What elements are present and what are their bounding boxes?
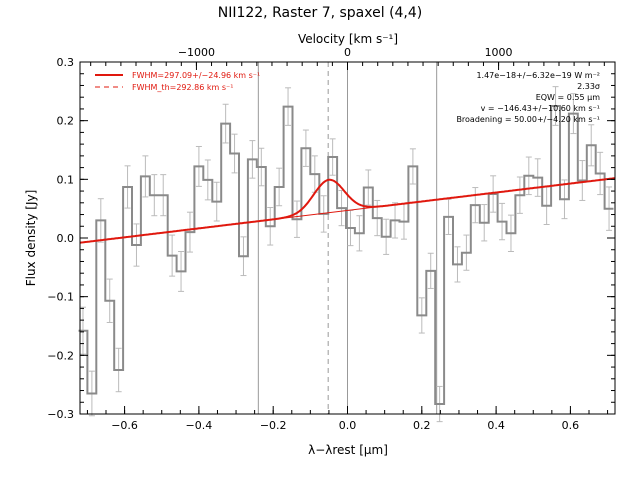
y-tick-label: 0.1	[57, 173, 75, 186]
y-tick-label: −0.3	[47, 408, 74, 421]
y-tick-label: −0.2	[47, 349, 74, 362]
x-tick-label: −0.4	[186, 419, 213, 432]
chart-title: NII122, Raster 7, spaxel (4,4)	[218, 5, 423, 21]
legend: FWHM=297.09+/−24.96 km s⁻¹ FWHM_th=292.8…	[95, 71, 260, 92]
spectrum-step-line	[78, 105, 614, 405]
y-axis-label: Flux density [Jy]	[24, 190, 38, 287]
legend-label-fwhm: FWHM=297.09+/−24.96 km s⁻¹	[132, 71, 260, 80]
y-tick-label: −0.1	[47, 291, 74, 304]
x-tick-label: 0.0	[339, 419, 357, 432]
top-x-axis-label: Velocity [km s⁻¹]	[298, 32, 398, 46]
legend-label-fwhm-th: FWHM_th=292.86 km s⁻¹	[132, 83, 233, 92]
annotation-velocity: v = −146.43+/−10.60 km s⁻¹	[481, 104, 600, 113]
error-bars	[79, 86, 613, 423]
x-tick-labels: −0.6 −0.4 −0.2 0.0 0.2 0.4 0.6	[111, 419, 579, 432]
top-tick-label: 0	[344, 46, 351, 59]
x-tick-label: −0.2	[260, 419, 287, 432]
annotation-snr: 2.33σ	[577, 82, 600, 91]
y-tick-label: 0.3	[57, 56, 75, 69]
axis-ticks	[80, 61, 615, 415]
y-tick-label: 0.0	[57, 232, 75, 245]
annotations: 1.47e−18+/−6.32e−19 W m⁻² 2.33σ EQW = 0.…	[456, 71, 600, 124]
x-axis-label: λ−λrest [μm]	[308, 443, 388, 457]
x-tick-label: 0.2	[413, 419, 431, 432]
x-tick-label: 0.6	[562, 419, 580, 432]
top-x-tick-labels: −1000 0 1000	[178, 46, 513, 59]
x-tick-label: −0.6	[111, 419, 138, 432]
annotation-flux: 1.47e−18+/−6.32e−19 W m⁻²	[476, 71, 600, 80]
annotation-eqw: EQW = 0.55 μm	[536, 93, 600, 102]
top-tick-label: 1000	[485, 46, 513, 59]
x-tick-label: 0.4	[487, 419, 505, 432]
top-tick-label: −1000	[178, 46, 215, 59]
y-tick-label: 0.2	[57, 115, 75, 128]
vertical-lines	[257, 62, 438, 414]
annotation-broadening: Broadening = 50.00+/−4.20 km s⁻¹	[456, 115, 600, 124]
continuum-line	[79, 177, 616, 244]
y-tick-labels: −0.3 −0.2 −0.1 0.0 0.1 0.2 0.3	[47, 56, 74, 421]
